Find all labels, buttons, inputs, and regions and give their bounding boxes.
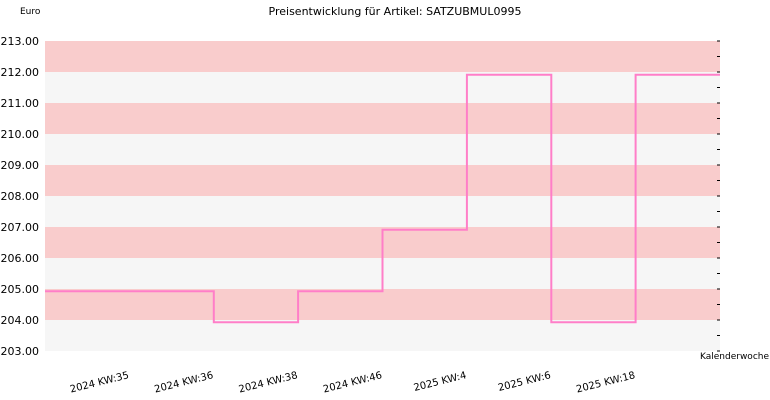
y-tick-label: 208.00 — [1, 190, 40, 203]
grid-band — [45, 134, 720, 165]
y-tick-label: 211.00 — [1, 97, 40, 110]
grid-band — [45, 41, 720, 72]
series-group — [45, 73, 720, 324]
chart-title: Preisentwicklung für Artikel: SATZUBMUL0… — [269, 5, 522, 18]
x-tick-label: 2025 KW:18 — [575, 370, 636, 395]
grid-band — [45, 289, 720, 320]
x-ticks: 2024 KW:35 2024 KW:36 2024 KW:38 2024 KW:46… — [69, 370, 636, 395]
price-series-line — [45, 73, 720, 324]
x-tick-label: 2024 KW:46 — [322, 370, 383, 395]
y-tick-label: 203.00 — [1, 345, 40, 358]
grid-band — [45, 196, 720, 227]
grid-band — [45, 165, 720, 196]
grid-band — [45, 103, 720, 134]
grid-band — [45, 320, 720, 351]
x-tick-label: 2025 KW:4 — [413, 370, 468, 394]
background-bands — [45, 41, 720, 351]
y-tick-label: 207.00 — [1, 221, 40, 234]
y-tick-label: 212.00 — [1, 66, 40, 79]
y-tick-label: 206.00 — [1, 252, 40, 265]
y-tick-label: 210.00 — [1, 128, 40, 141]
y-tick-label: 209.00 — [1, 159, 40, 172]
x-tick-label: 2024 KW:38 — [238, 370, 299, 395]
y-tick-label: 204.00 — [1, 314, 40, 327]
x-tick-label: 2024 KW:35 — [69, 370, 130, 395]
x-tick-label: 2024 KW:36 — [153, 370, 214, 395]
y-tick-label: 213.00 — [1, 35, 40, 48]
y-ticks: 203.00 204.00 205.00 206.00 207.00 208.00 209.… — [1, 35, 720, 358]
grid-band — [45, 72, 720, 103]
y-tick-label: 205.00 — [1, 283, 40, 296]
x-tick-label: 2025 KW:6 — [497, 370, 552, 394]
x-axis-title: Kalenderwoche — [700, 352, 769, 362]
y-axis-title: Euro — [20, 7, 41, 17]
